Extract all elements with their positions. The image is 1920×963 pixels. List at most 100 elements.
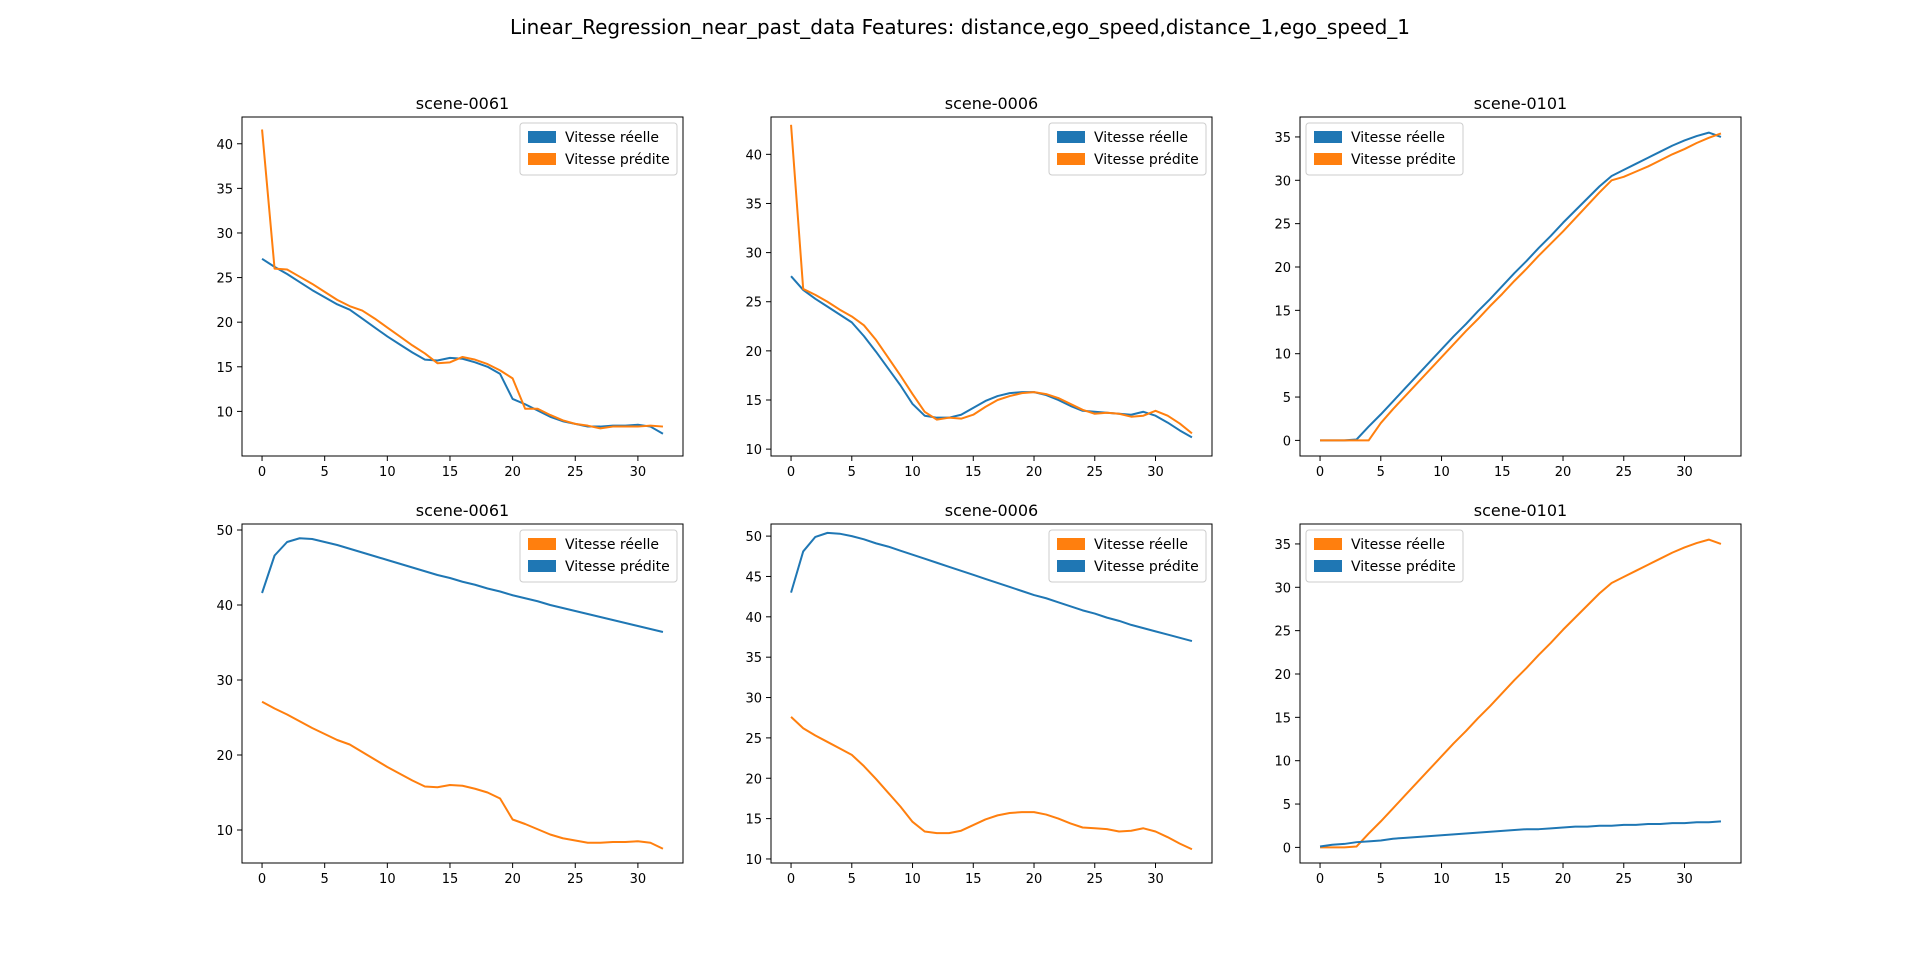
- axes-frame: [1299, 523, 1742, 864]
- legend-swatch: [528, 153, 556, 165]
- series-line-reelle: [261, 257, 664, 435]
- legend-label: Vitesse réelle: [565, 130, 659, 146]
- axes-frame: [770, 116, 1213, 457]
- y-tick-label: 25: [745, 732, 762, 747]
- y-tick-label: 35: [745, 651, 762, 666]
- y-tick-label: 40: [745, 148, 762, 163]
- legend-label: Vitesse réelle: [1094, 130, 1188, 146]
- subplot-2: scene-0006 0 5 10 15 20 25 30 10 15 20 25 30 35 40 Vite…: [745, 94, 1213, 480]
- series-line-reelle: [261, 700, 664, 850]
- y-tick-label: 30: [216, 674, 233, 689]
- subplot-6: scene-0101 0 5 10 15 20 25 30 0 5 10 15 20 25 30 35 Vite…: [1274, 501, 1742, 887]
- y-tick-label: 10: [745, 443, 762, 458]
- x-tick-label: 15: [1494, 465, 1511, 480]
- legend-label: Vitesse prédite: [1094, 559, 1199, 575]
- x-tick-label: 20: [504, 872, 521, 887]
- subplot-title: scene-0101: [1474, 501, 1567, 520]
- legend-box: [1305, 122, 1464, 176]
- legend-label: Vitesse prédite: [1351, 152, 1456, 168]
- y-tick-label: 20: [216, 749, 233, 764]
- y-tick-label: 0: [1283, 841, 1291, 856]
- y-tick-label: 10: [216, 824, 233, 839]
- legend-swatch: [1314, 153, 1342, 165]
- x-tick-label: 30: [1147, 465, 1164, 480]
- y-tick-label: 25: [1274, 625, 1291, 640]
- series-line-predite: [1319, 820, 1722, 848]
- legend-label: Vitesse prédite: [565, 559, 670, 575]
- legend-box: [519, 529, 678, 583]
- y-tick-label: 30: [216, 227, 233, 242]
- legend: Vitesse réelle Vitesse prédite: [1305, 122, 1464, 176]
- y-tick-label: 20: [745, 772, 762, 787]
- y-tick-label: 30: [745, 247, 762, 262]
- legend-label: Vitesse réelle: [1351, 130, 1445, 146]
- x-tick-label: 25: [1615, 465, 1632, 480]
- y-tick-label: 35: [1274, 538, 1291, 553]
- legend-label: Vitesse prédite: [565, 152, 670, 168]
- x-tick-label: 20: [504, 465, 521, 480]
- legend: Vitesse réelle Vitesse prédite: [1305, 529, 1464, 583]
- series-line-reelle: [1320, 131, 1722, 442]
- subplots-container: scene-0061 0 5 10 15 20 25 30 10 15 20 25 30 35 40 Vite…: [216, 94, 1742, 887]
- subplot-title: scene-0006: [945, 94, 1038, 113]
- x-tick-label: 5: [321, 465, 329, 480]
- series-line-reelle: [1320, 538, 1722, 849]
- axes-frame: [770, 523, 1213, 864]
- y-tick-label: 15: [745, 813, 762, 828]
- y-tick-label: 15: [1274, 304, 1291, 319]
- x-tick-label: 10: [379, 872, 396, 887]
- x-tick-label: 0: [787, 465, 795, 480]
- series-line-predite: [261, 537, 664, 633]
- y-tick-label: 20: [1274, 668, 1291, 683]
- legend-swatch: [1314, 560, 1342, 572]
- y-tick-label: 25: [1274, 218, 1291, 233]
- x-tick-label: 10: [379, 465, 396, 480]
- legend: Vitesse réelle Vitesse prédite: [1048, 529, 1207, 583]
- x-tick-label: 5: [848, 465, 856, 480]
- axes-frame: [241, 116, 684, 457]
- y-tick-label: 45: [745, 570, 762, 585]
- legend-box: [1048, 122, 1207, 176]
- legend-box: [1048, 529, 1207, 583]
- subplot-3: scene-0101 0 5 10 15 20 25 30 0 5 10 15 20 25 30 35 Vite…: [1274, 94, 1742, 480]
- y-tick-label: 5: [1283, 391, 1291, 406]
- x-tick-label: 25: [567, 465, 584, 480]
- x-tick-label: 20: [1555, 872, 1572, 887]
- legend-swatch: [1314, 538, 1342, 550]
- legend-label: Vitesse réelle: [1351, 537, 1445, 553]
- y-tick-label: 35: [1274, 131, 1291, 146]
- x-tick-label: 0: [787, 872, 795, 887]
- subplot-title: scene-0101: [1474, 94, 1567, 113]
- x-tick-label: 5: [1377, 465, 1385, 480]
- figure-suptitle: Linear_Regression_near_past_data Feature…: [510, 15, 1410, 39]
- x-tick-label: 20: [1026, 465, 1043, 480]
- y-tick-label: 15: [216, 361, 233, 376]
- x-tick-label: 30: [1676, 465, 1693, 480]
- subplot-4: scene-0061 0 5 10 15 20 25 30 10 20 30 40 50 Vitesse …: [216, 501, 684, 887]
- y-tick-label: 10: [216, 405, 233, 420]
- x-tick-label: 0: [1316, 465, 1324, 480]
- y-tick-label: 40: [216, 599, 233, 614]
- legend: Vitesse réelle Vitesse prédite: [519, 529, 678, 583]
- y-tick-label: 20: [745, 345, 762, 360]
- legend-swatch: [1314, 131, 1342, 143]
- x-tick-label: 25: [1615, 872, 1632, 887]
- y-tick-label: 20: [1274, 261, 1291, 276]
- y-tick-label: 25: [216, 272, 233, 287]
- x-tick-label: 10: [1433, 872, 1450, 887]
- x-tick-label: 10: [1433, 465, 1450, 480]
- subplot-5: scene-0006 0 5 10 15 20 25 30 10 15 20 25 30 35 40 45 50…: [745, 501, 1213, 887]
- legend-label: Vitesse réelle: [1094, 537, 1188, 553]
- y-tick-label: 35: [745, 197, 762, 212]
- legend-swatch: [1057, 153, 1085, 165]
- x-tick-label: 30: [1676, 872, 1693, 887]
- y-tick-label: 15: [1274, 711, 1291, 726]
- y-tick-label: 30: [1274, 581, 1291, 596]
- legend-swatch: [1057, 560, 1085, 572]
- legend: Vitesse réelle Vitesse prédite: [1048, 122, 1207, 176]
- y-tick-label: 50: [216, 524, 233, 539]
- y-tick-label: 30: [745, 692, 762, 707]
- axes-frame: [1299, 116, 1742, 457]
- x-tick-label: 15: [442, 465, 459, 480]
